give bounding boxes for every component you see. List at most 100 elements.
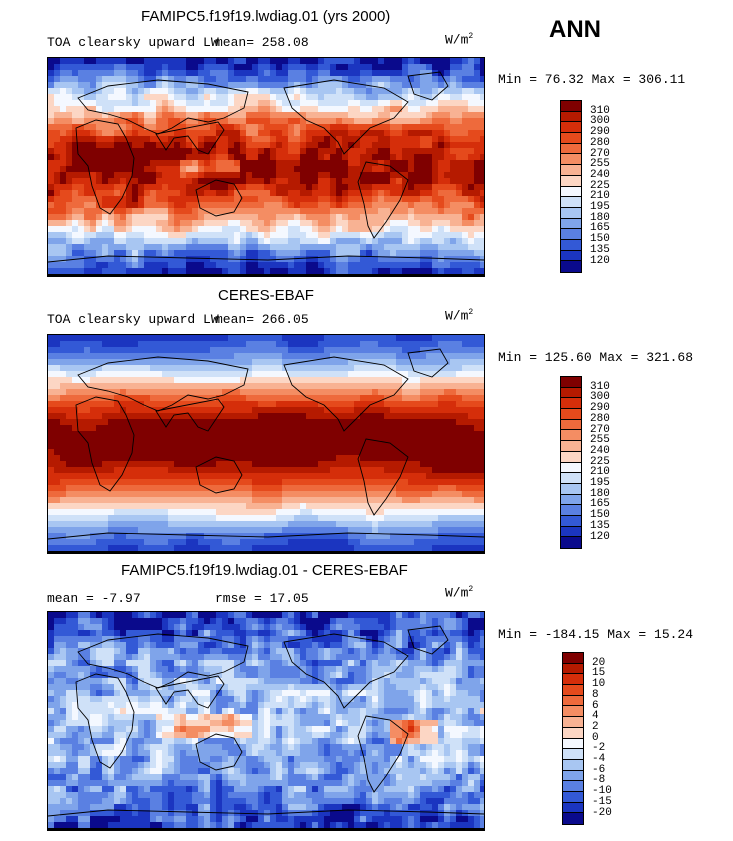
field-cell	[384, 262, 391, 269]
field-cell	[402, 262, 409, 269]
field-cell	[192, 118, 199, 125]
field-cell	[312, 473, 319, 480]
field-cell	[264, 371, 271, 378]
field-cell	[228, 82, 235, 89]
field-cell	[168, 473, 175, 480]
field-cell	[348, 214, 355, 221]
field-cell	[54, 491, 61, 498]
field-cell	[444, 118, 451, 125]
field-cell	[246, 347, 253, 354]
field-cell	[306, 383, 313, 390]
field-cell	[372, 232, 379, 239]
field-cell	[354, 389, 361, 396]
field-cell	[390, 70, 397, 77]
field-cell	[216, 166, 223, 173]
field-cell	[204, 202, 211, 209]
field-cell	[462, 208, 469, 215]
field-cell	[132, 515, 139, 522]
field-cell	[342, 100, 349, 107]
field-cell	[54, 401, 61, 408]
field-cell	[432, 443, 439, 450]
colorbar-tick-label: 150	[590, 233, 610, 246]
field-cell	[450, 178, 457, 185]
field-cell	[402, 148, 409, 155]
field-cell	[60, 335, 67, 342]
field-cell	[96, 250, 103, 257]
field-cell	[384, 202, 391, 209]
field-cell	[54, 335, 61, 342]
field-cell	[48, 395, 55, 402]
field-cell	[480, 190, 484, 197]
field-cell	[438, 509, 445, 516]
field-cell	[282, 377, 289, 384]
field-cell	[438, 88, 445, 95]
field-cell	[438, 124, 445, 131]
field-cell	[282, 130, 289, 137]
field-cell	[426, 238, 433, 245]
field-cell	[438, 431, 445, 438]
field-cell	[246, 383, 253, 390]
field-cell	[174, 88, 181, 95]
field-cell	[252, 353, 259, 360]
field-cell	[54, 124, 61, 131]
field-cell	[456, 76, 463, 83]
field-cell	[246, 515, 253, 522]
field-cell	[222, 244, 229, 251]
field-cell	[456, 82, 463, 89]
field-cell	[348, 497, 355, 504]
field-cell	[294, 172, 301, 179]
field-cell	[258, 232, 265, 239]
field-cell	[60, 467, 67, 474]
field-cell	[264, 70, 271, 77]
field-cell	[330, 256, 337, 263]
field-cell	[258, 443, 265, 450]
field-cell	[276, 244, 283, 251]
field-cell	[372, 455, 379, 462]
field-cell	[270, 130, 277, 137]
field-cell	[180, 166, 187, 173]
field-cell	[156, 437, 163, 444]
field-cell	[432, 88, 439, 95]
field-cell	[138, 425, 145, 432]
field-cell	[60, 425, 67, 432]
field-cell	[438, 401, 445, 408]
field-cell	[348, 262, 355, 269]
field-cell	[330, 503, 337, 510]
field-cell	[48, 70, 55, 77]
field-cell	[372, 136, 379, 143]
field-cell	[186, 515, 193, 522]
field-cell	[408, 232, 415, 239]
field-cell	[96, 256, 103, 263]
field-cell	[390, 130, 397, 137]
field-cell	[234, 166, 241, 173]
field-cell	[360, 136, 367, 143]
field-cell	[396, 509, 403, 516]
field-cell	[306, 226, 313, 233]
field-cell	[192, 268, 199, 275]
field-cell	[156, 82, 163, 89]
field-cell	[222, 220, 229, 227]
field-cell	[78, 449, 85, 456]
field-cell	[156, 70, 163, 77]
field-cell	[420, 497, 427, 504]
field-cell	[270, 455, 277, 462]
field-cell	[90, 178, 97, 185]
field-cell	[348, 148, 355, 155]
field-cell	[462, 76, 469, 83]
field-cell	[120, 431, 127, 438]
field-cell	[480, 262, 484, 269]
field-cell	[354, 341, 361, 348]
field-cell	[270, 76, 277, 83]
field-cell	[210, 112, 217, 119]
field-cell	[282, 449, 289, 456]
field-cell	[96, 160, 103, 167]
field-cell	[114, 238, 121, 245]
colorbar-tick-label: 210	[590, 190, 610, 203]
field-cell	[348, 503, 355, 510]
field-cell	[384, 401, 391, 408]
field-cell	[354, 268, 361, 275]
field-cell	[426, 268, 433, 275]
field-cell	[378, 250, 385, 257]
field-cell	[366, 160, 373, 167]
field-cell	[102, 341, 109, 348]
